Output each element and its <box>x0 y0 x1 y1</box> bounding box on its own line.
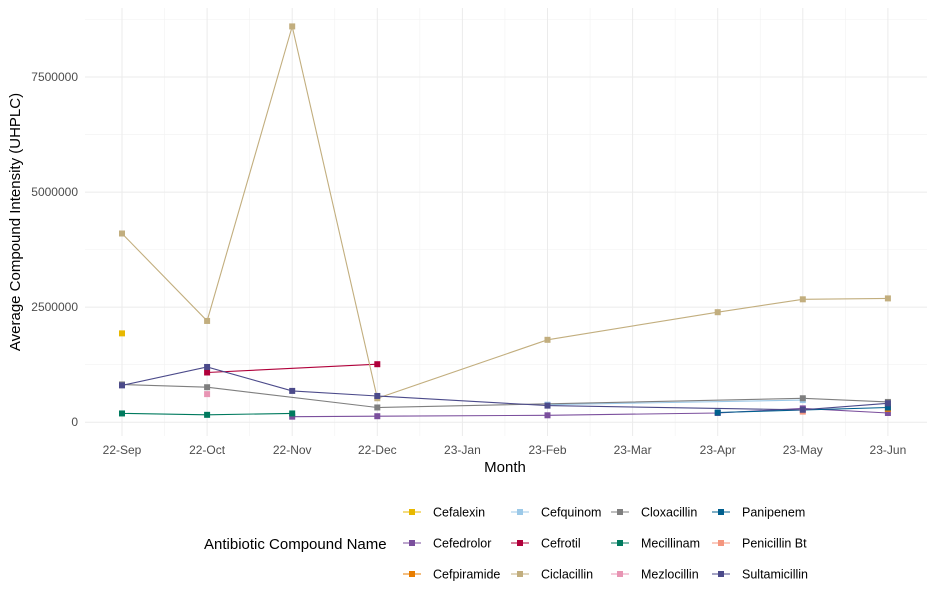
data-point-cefrotil <box>204 369 211 376</box>
data-point-mecillinam <box>204 411 211 418</box>
data-point-cefalexin <box>119 330 125 337</box>
series-line-cefquinom <box>547 399 803 406</box>
legend-key-marker <box>617 540 623 546</box>
legend-label: Sultamicillin <box>742 568 808 582</box>
axes: 0 2500000 5000000 7500000 22-Sep 22-Oct 22-Nov… <box>31 70 906 457</box>
data-point-sultamicillin <box>289 387 296 394</box>
legend-key-marker <box>617 571 623 577</box>
data-point-sultamicillin <box>544 402 551 409</box>
y-tick-label: 2500000 <box>31 300 78 314</box>
legend-key-marker <box>718 509 724 515</box>
legend-label: Cloxacillin <box>641 506 697 520</box>
x-tick-label: 23-Mar <box>614 443 652 457</box>
legend-key-marker <box>718 540 724 546</box>
x-tick-label: 22-Oct <box>189 443 226 457</box>
data-point-panipenem <box>714 409 721 416</box>
legend-key <box>511 540 529 546</box>
data-point-cloxacillin <box>799 395 806 402</box>
legend-key-marker <box>409 509 415 515</box>
legend-key <box>403 540 421 546</box>
legend-label: Penicillin Bt <box>742 537 807 551</box>
y-axis-title: Average Compound Intensity (UHPLC) <box>7 93 24 351</box>
legend-key <box>611 571 629 577</box>
data-point-cefrotil <box>374 361 381 368</box>
legend-key-marker <box>517 571 523 577</box>
legend-label: Mecillinam <box>641 537 700 551</box>
series-line-ciclacillin <box>121 24 888 400</box>
legend-key-marker <box>409 571 415 577</box>
series-points <box>119 23 891 420</box>
legend-key-marker <box>409 540 415 546</box>
y-tick-label: 7500000 <box>31 70 78 84</box>
data-point-cefedrolor <box>374 413 381 420</box>
data-point-cloxacillin <box>204 384 211 391</box>
legend-label: Mezlocillin <box>641 568 699 582</box>
legend: Antibiotic Compound Name Cefalexin Cefedr… <box>204 506 808 582</box>
data-point-sultamicillin <box>374 392 381 399</box>
legend-label: Cefedrolor <box>433 537 491 551</box>
legend-key-marker <box>517 540 523 546</box>
data-point-ciclacillin <box>204 317 211 324</box>
legend-label: Ciclacillin <box>541 568 593 582</box>
y-tick-label: 5000000 <box>31 185 78 199</box>
x-tick-label: 23-Jun <box>870 443 907 457</box>
data-point-cefedrolor <box>289 413 296 420</box>
legend-key-marker <box>617 509 623 515</box>
data-point-sultamicillin <box>119 382 125 389</box>
legend-key <box>712 540 730 546</box>
data-point-ciclacillin <box>799 296 806 303</box>
x-tick-label: 23-Apr <box>700 443 736 457</box>
data-point-panipenem <box>884 404 891 411</box>
data-point-cloxacillin <box>374 404 381 411</box>
x-tick-label: 22-Nov <box>273 443 312 457</box>
x-tick-label: 23-May <box>783 443 823 457</box>
legend-key <box>403 571 421 577</box>
data-point-ciclacillin <box>714 309 721 316</box>
legend-key-marker <box>517 509 523 515</box>
y-tick-label: 0 <box>71 415 78 429</box>
data-point-ciclacillin <box>119 230 125 237</box>
legend-key-marker <box>718 571 724 577</box>
grid <box>85 8 927 436</box>
legend-label: Panipenem <box>742 506 805 520</box>
legend-label: Cefrotil <box>541 537 581 551</box>
x-tick-label: 23-Jan <box>444 443 481 457</box>
data-point-mecillinam <box>119 410 125 417</box>
data-point-cefedrolor <box>884 409 891 416</box>
data-point-mezlocillin <box>204 391 211 398</box>
data-point-cefedrolor <box>544 412 551 419</box>
x-axis-title: Month <box>484 459 526 476</box>
legend-key <box>712 509 730 515</box>
x-tick-label: 23-Feb <box>528 443 566 457</box>
x-tick-label: 22-Sep <box>103 443 142 457</box>
x-tick-label: 22-Dec <box>358 443 397 457</box>
legend-key <box>712 571 730 577</box>
data-point-sultamicillin <box>884 400 891 407</box>
data-point-sultamicillin <box>799 406 806 413</box>
data-point-sultamicillin <box>204 363 211 370</box>
legend-key <box>611 509 629 515</box>
legend-label: Cefquinom <box>541 506 601 520</box>
data-point-ciclacillin <box>884 295 891 302</box>
legend-label: Cefpiramide <box>433 568 500 582</box>
legend-key <box>403 509 421 515</box>
legend-title: Antibiotic Compound Name <box>204 536 387 553</box>
series-line-cefrotil <box>207 363 378 374</box>
legend-key <box>511 571 529 577</box>
legend-key <box>511 509 529 515</box>
legend-label: Cefalexin <box>433 506 485 520</box>
data-point-ciclacillin <box>544 336 551 343</box>
data-point-ciclacillin <box>289 23 296 30</box>
legend-key <box>611 540 629 546</box>
data-point-mecillinam <box>289 410 296 417</box>
